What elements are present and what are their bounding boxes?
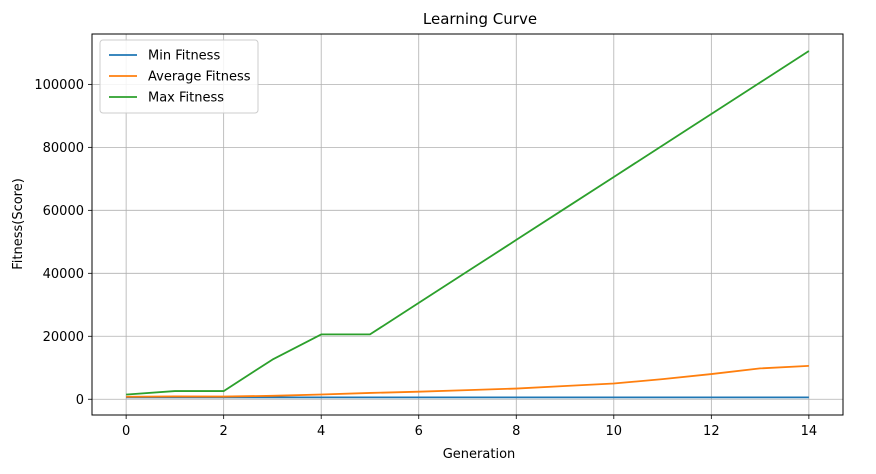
y-tick-label: 80000	[43, 141, 84, 156]
x-tick-label: 12	[703, 424, 720, 439]
y-tick-label: 40000	[43, 267, 84, 282]
legend-label-max-fitness: Max Fitness	[148, 91, 224, 106]
legend-label-average-fitness: Average Fitness	[148, 70, 251, 85]
x-tick-label: 0	[122, 424, 130, 439]
chart-title: Learning Curve	[423, 10, 537, 28]
y-axis-label: Fitness(Score)	[11, 178, 26, 270]
series-line-max-fitness	[126, 50, 810, 396]
x-tick-label: 2	[220, 424, 228, 439]
y-tick-label: 60000	[43, 204, 84, 219]
tick-layer: 0 2 4 6 8 10 12 14 0 20000 40000 60000 80000 100000	[34, 78, 817, 439]
grid-layer	[92, 34, 843, 415]
legend-label-min-fitness: Min Fitness	[148, 49, 220, 64]
x-tick-label: 10	[606, 424, 623, 439]
legend: Min Fitness Average Fitness Max Fitness	[99, 39, 259, 114]
plot-frame	[91, 33, 844, 416]
x-tick-label: 4	[317, 424, 325, 439]
series-layer	[126, 50, 810, 399]
y-tick-label: 100000	[34, 78, 84, 93]
x-axis-label: Generation	[443, 447, 516, 462]
x-tick-label: 8	[512, 424, 520, 439]
legend-box	[99, 39, 259, 114]
series-line-average-fitness	[126, 364, 809, 398]
x-tick-label: 6	[415, 424, 423, 439]
x-tick-label: 14	[801, 424, 818, 439]
y-tick-label: 0	[76, 393, 84, 408]
y-tick-label: 20000	[43, 330, 84, 345]
